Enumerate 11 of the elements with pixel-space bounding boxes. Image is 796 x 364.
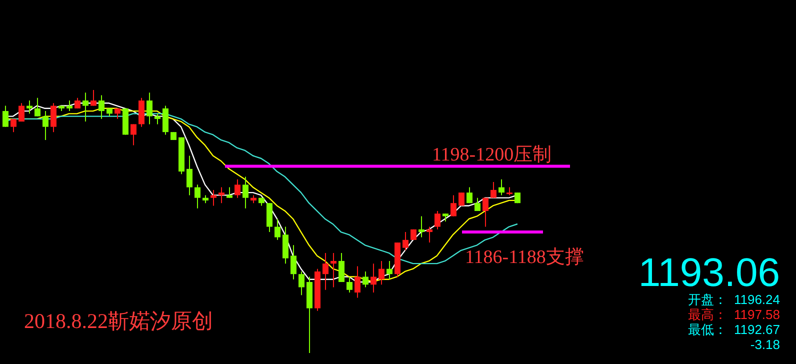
text: 最高： [688,307,727,322]
text: 1196.24 [734,292,780,307]
text: 1193.06 [638,251,780,295]
annotation: 2018.8.22靳婼汐原创 [24,309,213,333]
text: -3.18 [750,337,780,352]
ref-line-label: 1198-1200压制 [432,144,552,166]
text: 开盘： [688,292,727,307]
ref-line-label: 1186-1188支撑 [465,247,584,268]
text: 最低： [688,322,727,337]
text: 1197.58 [734,307,780,322]
text: 1192.67 [734,322,780,337]
